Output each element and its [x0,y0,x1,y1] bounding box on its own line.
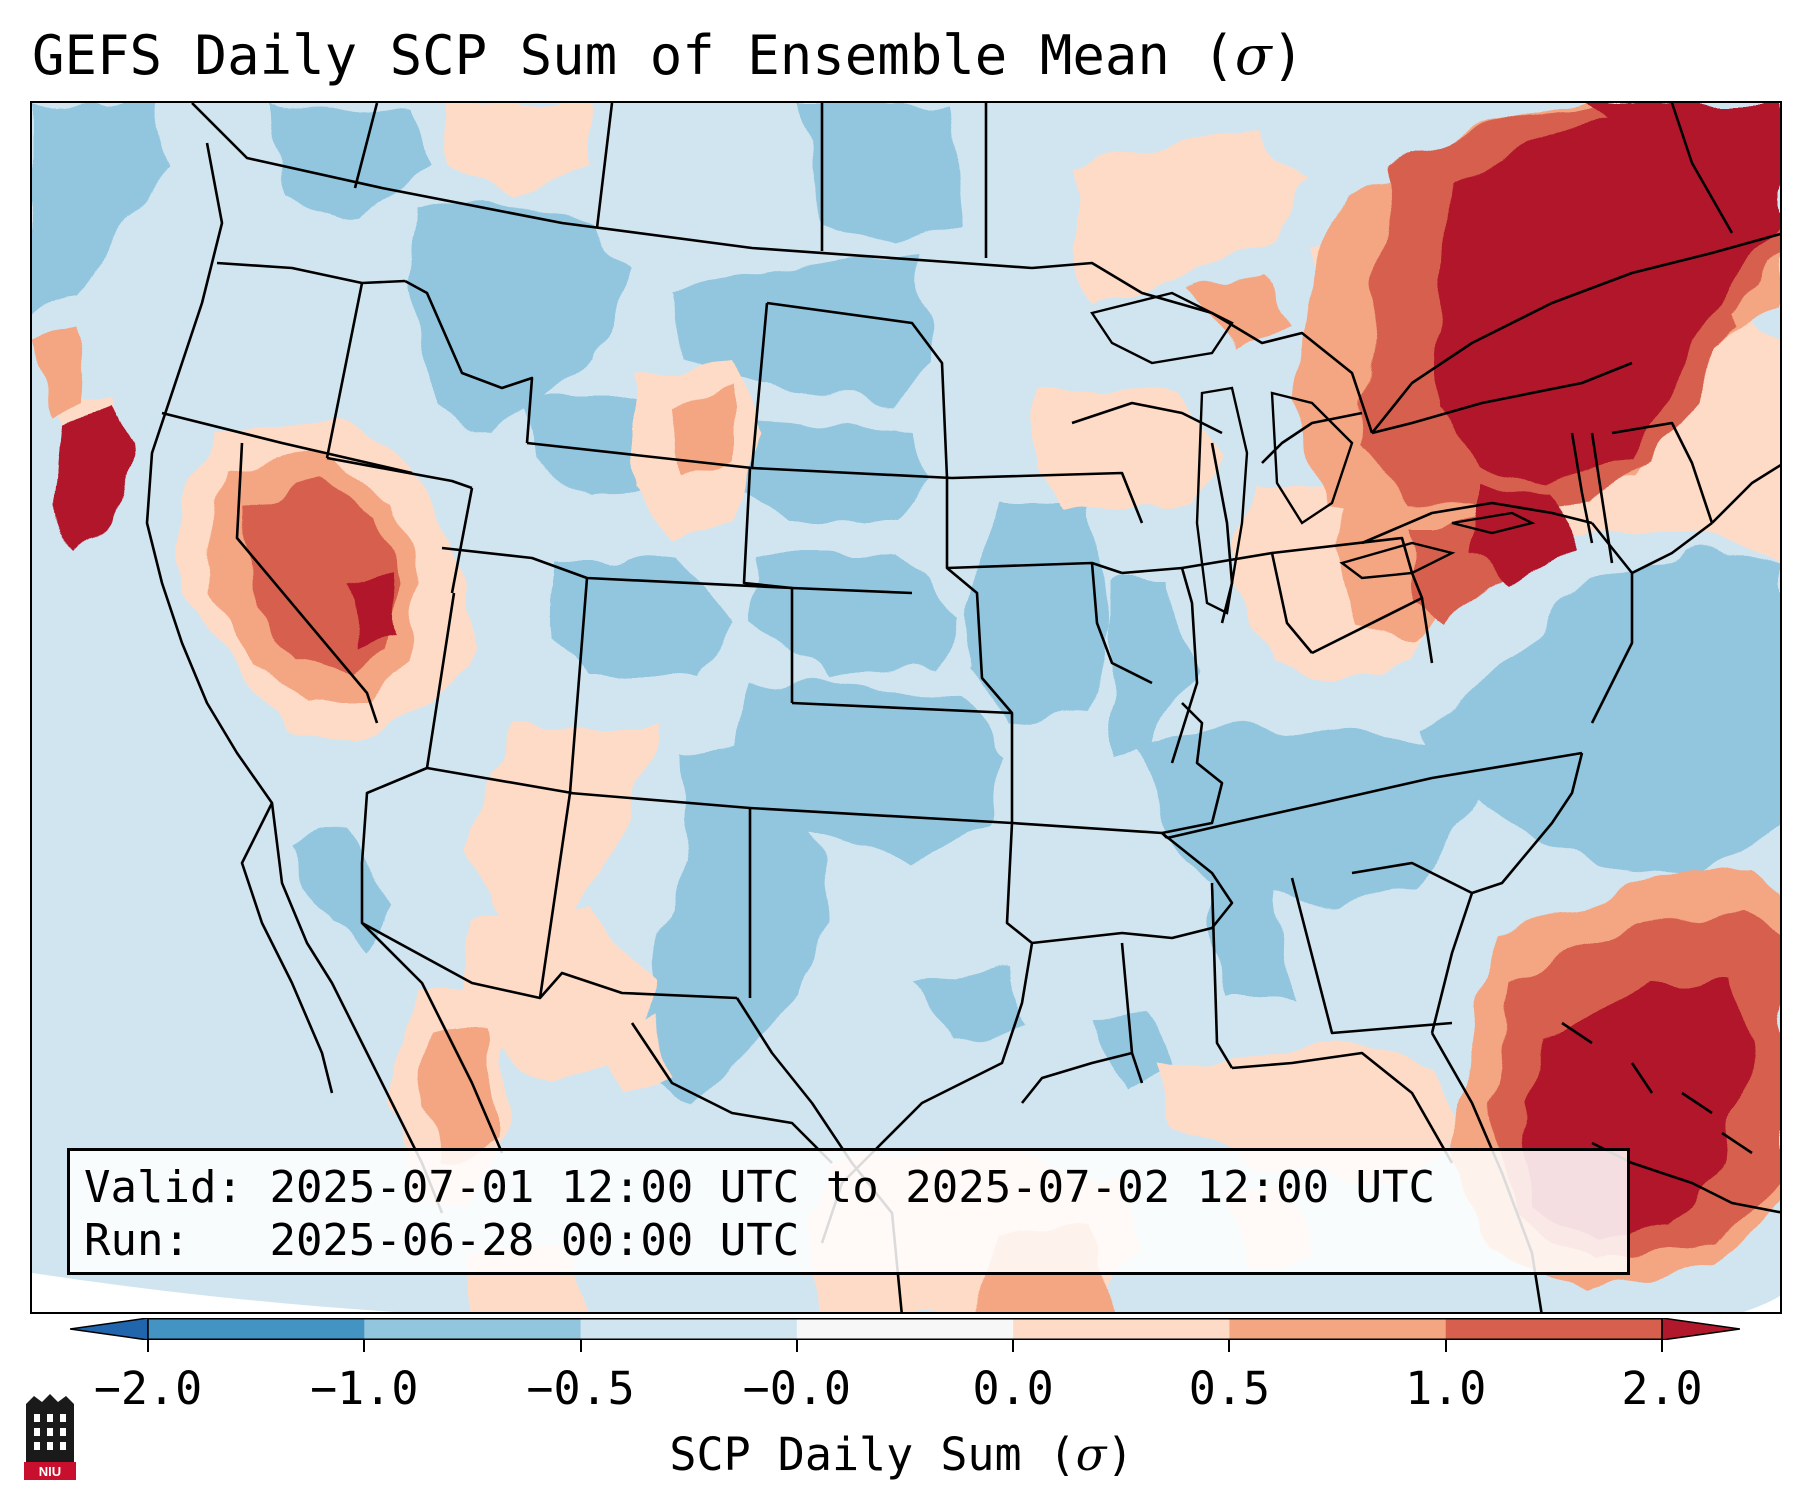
map-title: GEFS Daily SCP Sum of Ensemble Mean (σ) [32,24,1305,87]
colorbar-bin [70,1318,149,1340]
map-panel [30,101,1782,1314]
colorbar-bin [364,1318,582,1340]
valid-row: Valid: 2025-07-01 12:00 UTC to 2025-07-0… [84,1162,1436,1213]
colorbar-label: SCP Daily Sum (σ) [669,1428,1134,1481]
colorbar-bin [796,1318,1014,1340]
colorbar-bin [1229,1318,1447,1340]
great-lakes [1090,291,1536,615]
colorbar-tick-mark [363,1340,366,1352]
colorbar-tick-mark [1012,1340,1015,1352]
map-canvas [32,103,1780,1312]
colorbar-tick-label: −1.0 [310,1362,419,1415]
colorbar-tick-mark [1228,1340,1231,1352]
colorbar-tick-mark [579,1340,582,1352]
colorbar-tick-label: 0.0 [972,1362,1054,1415]
colorbar-bin [1661,1318,1740,1340]
colorbar [70,1318,1740,1340]
colorbar-tick-label: 1.0 [1405,1362,1487,1415]
valid-run-info-box: Valid: 2025-07-01 12:00 UTC to 2025-07-0… [67,1148,1630,1275]
run-row: Run: 2025-06-28 00:00 UTC [84,1215,800,1266]
field-neg-moderate [32,103,1780,1103]
colorbar-tick-mark [1661,1340,1663,1352]
colorbar-tick-mark [1444,1340,1447,1352]
colorbar-bin [1445,1318,1663,1340]
colorbar-tick-label: −0.0 [742,1362,852,1415]
colorbar-tick-mark [795,1340,798,1352]
logo-text: NIU [39,1464,61,1479]
colorbar-bin [1013,1318,1230,1340]
colorbar-tick-label: 0.5 [1188,1362,1271,1415]
colorbar-tick-label: 2.0 [1621,1362,1703,1415]
colorbar-bin [580,1318,798,1340]
colorbar-tick-label: −2.0 [93,1362,203,1415]
colorbar-tick-label: −0.5 [526,1362,635,1415]
colorbar-tick-mark [147,1340,149,1352]
niu-logo: NIU [24,1394,76,1480]
colorbar-bin [148,1318,365,1340]
colorbar-outline [147,1318,1663,1340]
